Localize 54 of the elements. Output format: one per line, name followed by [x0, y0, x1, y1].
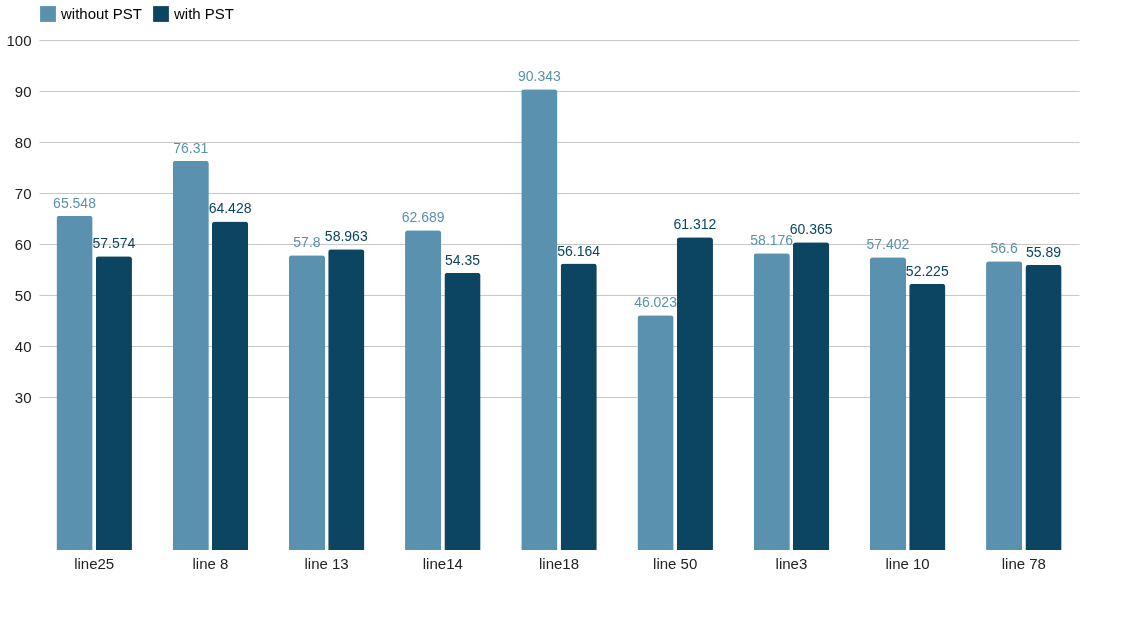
data-label: 58.963: [324, 228, 368, 245]
bar: [869, 257, 907, 550]
data-label: 90.343: [517, 68, 561, 85]
data-label: 65.548: [53, 194, 97, 211]
y-tick-label: 40: [14, 337, 32, 355]
legend-label: with PST: [173, 5, 235, 22]
data-label: 54.35: [444, 251, 481, 268]
data-label: 64.428: [208, 200, 252, 217]
bar: [676, 237, 713, 550]
data-label: 57.402: [866, 236, 910, 253]
x-tick-label: line 13: [304, 554, 349, 572]
data-label: 76.31: [173, 139, 209, 156]
y-tick-label: 60: [14, 235, 32, 253]
x-tick-label: line25: [74, 554, 115, 572]
bar: [56, 215, 93, 550]
legend-label: without PST: [60, 5, 142, 22]
x-tick-label: line 10: [885, 554, 930, 572]
bar: [328, 249, 365, 550]
data-label: 46.023: [634, 294, 678, 311]
bar: [986, 261, 1023, 550]
bar: [211, 221, 249, 550]
data-label: 62.689: [401, 209, 445, 226]
x-tick-label: line 50: [653, 554, 698, 572]
y-tick-label: 80: [14, 133, 32, 151]
data-label: 61.312: [673, 216, 717, 233]
data-label: 56.164: [557, 242, 601, 259]
bar: [172, 160, 209, 550]
x-tick-label: line 8: [192, 554, 229, 572]
bar: [792, 242, 830, 550]
bar: [560, 263, 597, 550]
y-tick-label: 50: [14, 286, 32, 304]
bar: [444, 272, 481, 550]
bar: [909, 283, 946, 550]
data-label: 57.574: [92, 235, 136, 252]
x-tick-label: line18: [538, 554, 580, 572]
data-label: 56.6: [990, 240, 1018, 257]
bar: [95, 256, 132, 550]
data-label: 55.89: [1025, 243, 1062, 260]
y-tick-label: 90: [14, 82, 32, 100]
y-tick-label: 70: [14, 184, 32, 202]
bar: [753, 253, 790, 550]
bar: [637, 315, 674, 550]
y-tick-label: 100: [6, 31, 32, 49]
bar: [1025, 264, 1062, 550]
x-tick-label: line14: [422, 554, 463, 572]
bar: [288, 255, 326, 550]
y-tick-label: 30: [14, 388, 32, 406]
data-label: 60.365: [789, 221, 833, 238]
x-tick-label: line 78: [1001, 554, 1046, 572]
bar: [521, 89, 558, 550]
x-tick-label: line3: [775, 554, 808, 572]
bar: [405, 230, 442, 550]
data-label: 52.225: [905, 262, 949, 279]
data-label: 57.8: [293, 234, 321, 251]
